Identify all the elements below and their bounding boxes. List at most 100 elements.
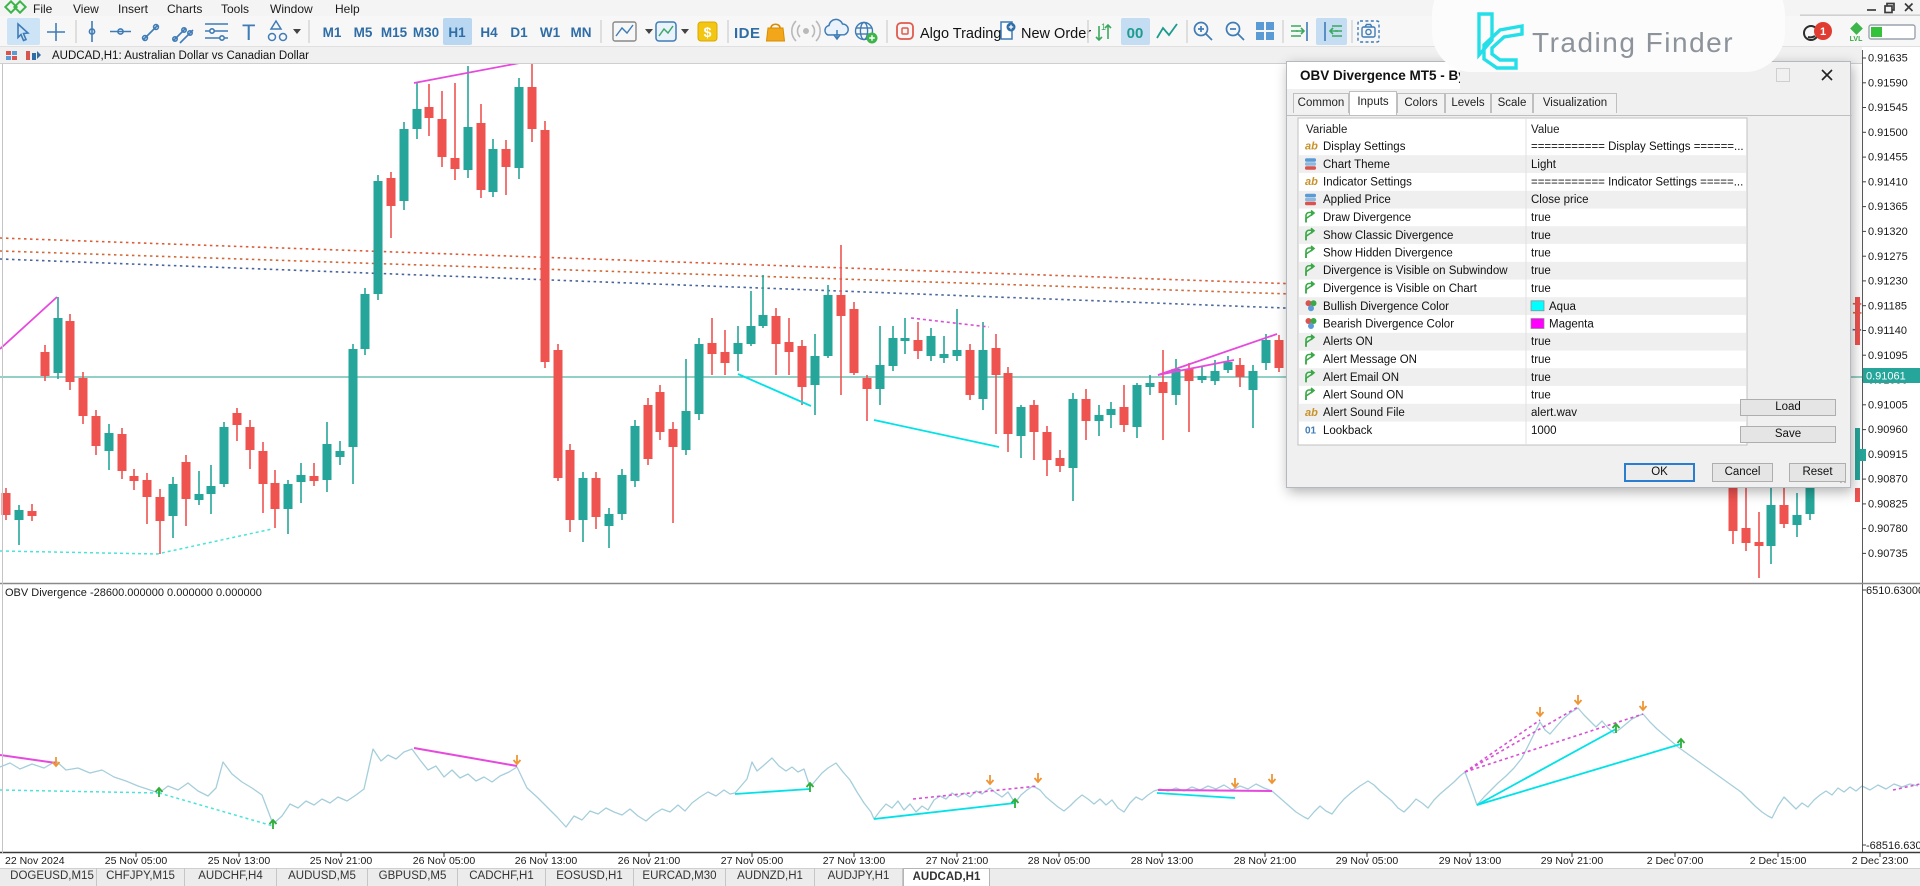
svg-text:0.90870: 0.90870 [1868, 474, 1908, 486]
svg-text:26 Nov 05:00: 26 Nov 05:00 [413, 855, 476, 867]
svg-text:28 Nov 13:00: 28 Nov 13:00 [1131, 855, 1194, 867]
svg-text:Alert Email ON: Alert Email ON [1323, 372, 1399, 384]
svg-text:00: 00 [1127, 25, 1144, 42]
svg-text:0.91455: 0.91455 [1868, 152, 1908, 164]
svg-text:IDE: IDE [734, 25, 761, 42]
svg-text:0.91005: 0.91005 [1868, 399, 1908, 411]
svg-text:Alerts ON: Alerts ON [1323, 336, 1373, 348]
svg-text:Applied Price: Applied Price [1323, 194, 1391, 206]
svg-text:0.90780: 0.90780 [1868, 523, 1908, 535]
svg-text:0.90825: 0.90825 [1868, 499, 1908, 511]
svg-text:alert.wav: alert.wav [1531, 407, 1577, 419]
svg-text:1: 1 [1101, 22, 1106, 32]
svg-text:H4: H4 [480, 25, 498, 40]
svg-text:0.91635: 0.91635 [1868, 53, 1908, 65]
svg-text:28 Nov 05:00: 28 Nov 05:00 [1028, 855, 1091, 867]
svg-text:0.91230: 0.91230 [1868, 276, 1908, 288]
svg-text:Algo Trading: Algo Trading [920, 26, 1001, 42]
svg-text:MN: MN [571, 25, 592, 40]
svg-text:LVL: LVL [1850, 36, 1863, 43]
svg-text:Alert Sound ON: Alert Sound ON [1323, 390, 1404, 402]
svg-text:0.91590: 0.91590 [1868, 77, 1908, 89]
svg-text:Show Hidden Divergence: Show Hidden Divergence [1323, 248, 1453, 260]
svg-text:25 Nov 21:00: 25 Nov 21:00 [310, 855, 373, 867]
svg-text:H1: H1 [448, 25, 466, 40]
svg-text:ab: ab [1305, 176, 1318, 188]
svg-text:22 Nov 2024: 22 Nov 2024 [5, 855, 65, 867]
svg-text:Bullish Divergence Color: Bullish Divergence Color [1323, 301, 1449, 313]
svg-text:M1: M1 [323, 25, 342, 40]
svg-text:T: T [242, 20, 255, 45]
svg-text:Divergence is Visible on Chart: Divergence is Visible on Chart [1323, 283, 1478, 295]
svg-text:0.91185: 0.91185 [1868, 300, 1907, 312]
svg-text:Show Classic Divergence: Show Classic Divergence [1323, 230, 1453, 242]
svg-text:Draw Divergence: Draw Divergence [1323, 212, 1411, 224]
svg-text:Magenta: Magenta [1549, 319, 1594, 331]
svg-text:Aqua: Aqua [1549, 301, 1576, 313]
svg-text:1: 1 [1820, 26, 1826, 38]
svg-text:27 Nov 13:00: 27 Nov 13:00 [823, 855, 886, 867]
svg-text:New Order: New Order [1021, 26, 1091, 42]
svg-text:0.91545: 0.91545 [1868, 102, 1908, 114]
svg-text:Divergence is Visible on Subwi: Divergence is Visible on Subwindow [1323, 265, 1508, 277]
svg-text:01: 01 [1305, 426, 1317, 437]
svg-text:0.91275: 0.91275 [1868, 251, 1908, 263]
svg-text:25 Nov 05:00: 25 Nov 05:00 [105, 855, 168, 867]
svg-text:0.91500: 0.91500 [1868, 127, 1908, 139]
svg-text:true: true [1531, 390, 1551, 402]
svg-text:=========== Display Settings =: =========== Display Settings ======... [1531, 141, 1744, 153]
svg-text:Close price: Close price [1531, 194, 1589, 206]
svg-text:0.90735: 0.90735 [1868, 548, 1908, 560]
svg-text:27 Nov 05:00: 27 Nov 05:00 [721, 855, 784, 867]
svg-text:26 Nov 13:00: 26 Nov 13:00 [515, 855, 578, 867]
svg-text:true: true [1531, 354, 1551, 366]
svg-text:2 Dec 23:00: 2 Dec 23:00 [1852, 855, 1909, 867]
svg-text:0.91320: 0.91320 [1868, 226, 1908, 238]
svg-text:0.91095: 0.91095 [1868, 350, 1908, 362]
svg-text:2 Dec 07:00: 2 Dec 07:00 [1647, 855, 1704, 867]
svg-text:0.91140: 0.91140 [1868, 325, 1907, 337]
svg-text:true: true [1531, 212, 1551, 224]
svg-text:0.91365: 0.91365 [1868, 201, 1908, 213]
svg-text:ab: ab [1305, 407, 1318, 419]
svg-text:Lookback: Lookback [1323, 425, 1372, 437]
svg-text:ab: ab [1305, 141, 1318, 153]
svg-text:M5: M5 [354, 25, 373, 40]
svg-text:true: true [1531, 230, 1551, 242]
svg-text:M15: M15 [381, 25, 408, 40]
svg-text:27 Nov 21:00: 27 Nov 21:00 [926, 855, 989, 867]
svg-text:0.90915: 0.90915 [1868, 449, 1908, 461]
svg-text:29 Nov 21:00: 29 Nov 21:00 [1541, 855, 1604, 867]
svg-text:true: true [1531, 248, 1551, 260]
svg-text:0.91410: 0.91410 [1868, 176, 1908, 188]
svg-text:Alert Sound File: Alert Sound File [1323, 407, 1405, 419]
svg-text:true: true [1531, 336, 1551, 348]
svg-text:true: true [1531, 283, 1551, 295]
svg-text:Alert Message ON: Alert Message ON [1323, 354, 1417, 366]
svg-text:-68516.630: -68516.630 [1866, 840, 1920, 852]
svg-text:$: $ [704, 24, 712, 40]
svg-text:D1: D1 [510, 25, 528, 40]
svg-text:Value: Value [1531, 124, 1560, 136]
svg-text:Display Settings: Display Settings [1323, 141, 1406, 153]
svg-text:29 Nov 13:00: 29 Nov 13:00 [1439, 855, 1502, 867]
svg-text:0.91061: 0.91061 [1866, 371, 1906, 383]
svg-text:26 Nov 21:00: 26 Nov 21:00 [618, 855, 681, 867]
svg-text:=========== Indicator Settings: =========== Indicator Settings =====... [1531, 177, 1743, 189]
svg-text:true: true [1531, 265, 1551, 277]
svg-text:Variable: Variable [1306, 124, 1347, 136]
svg-text:Chart Theme: Chart Theme [1323, 159, 1390, 171]
svg-text:1000: 1000 [1531, 425, 1557, 437]
svg-text:2 Dec 15:00: 2 Dec 15:00 [1750, 855, 1807, 867]
svg-text:0.90960: 0.90960 [1868, 424, 1908, 436]
svg-text:W1: W1 [540, 25, 561, 40]
svg-text:true: true [1531, 372, 1551, 384]
svg-text:29 Nov 05:00: 29 Nov 05:00 [1336, 855, 1399, 867]
svg-text:Indicator Settings: Indicator Settings [1323, 177, 1412, 189]
svg-text:M30: M30 [413, 25, 439, 40]
svg-text:25 Nov 13:00: 25 Nov 13:00 [208, 855, 271, 867]
svg-text:Bearish Divergence Color: Bearish Divergence Color [1323, 319, 1454, 331]
svg-text:6510.63000: 6510.63000 [1866, 585, 1920, 597]
svg-text:Light: Light [1531, 159, 1557, 171]
svg-text:28 Nov 21:00: 28 Nov 21:00 [1234, 855, 1297, 867]
